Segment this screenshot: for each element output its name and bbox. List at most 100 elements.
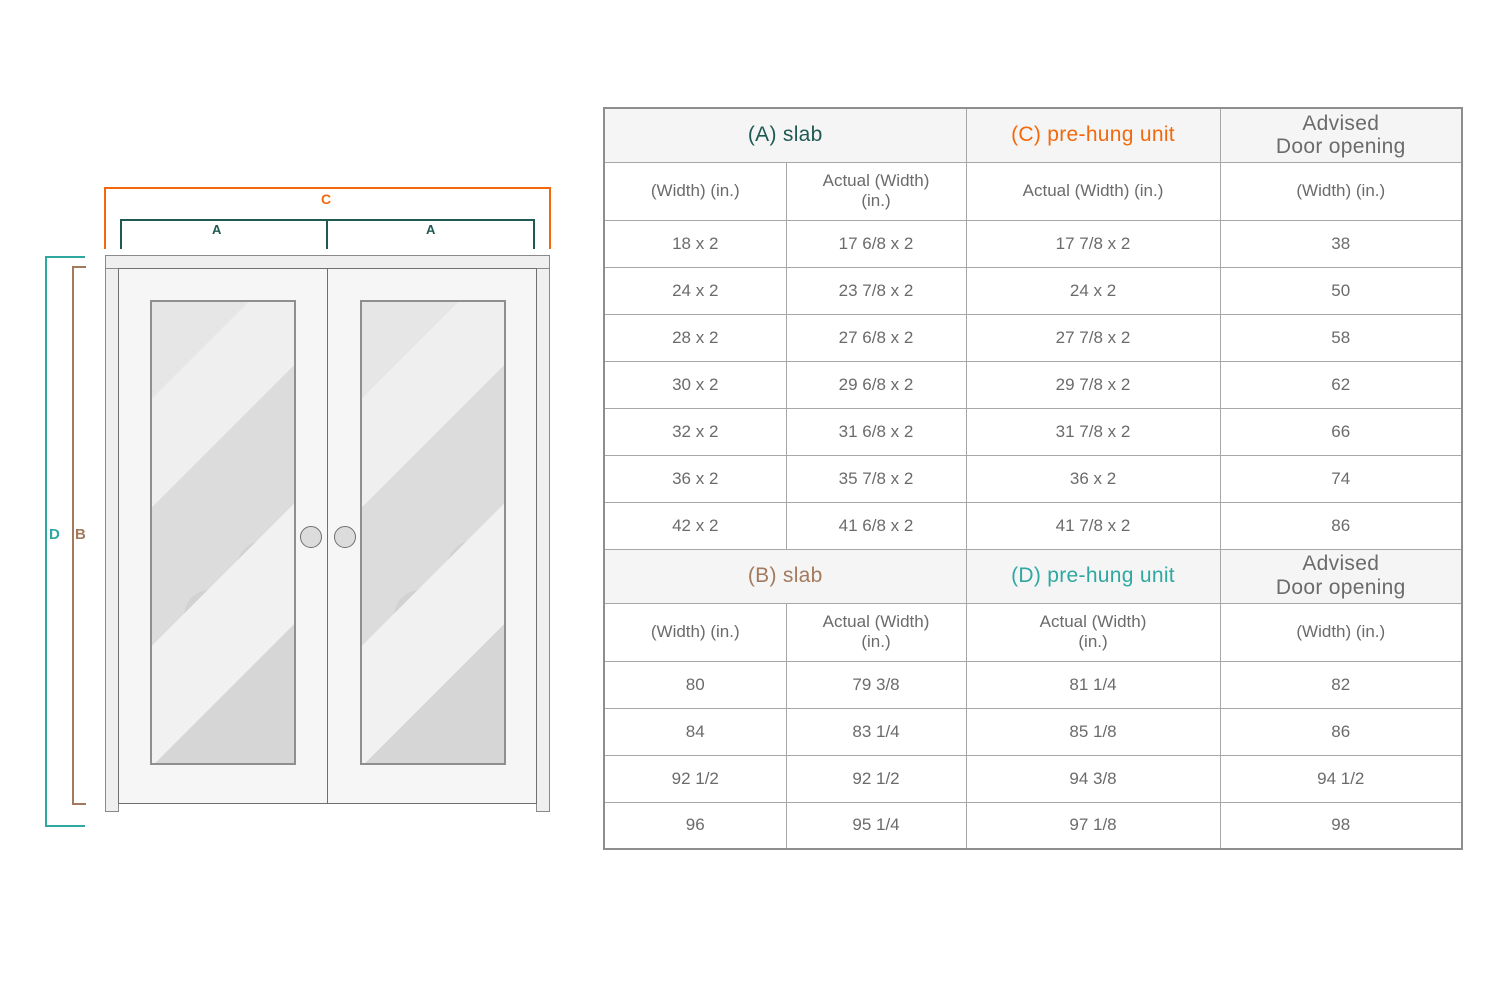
table-cell: 58 bbox=[1219, 313, 1463, 362]
table-cell: 95 1/4 bbox=[785, 801, 967, 850]
table-cell: 31 6/8 x 2 bbox=[785, 407, 967, 456]
table-row: 42 x 2 41 6/8 x 2 41 7/8 x 2 86 bbox=[603, 501, 1463, 550]
door-frame-left-jamb bbox=[105, 255, 119, 812]
dimension-bracket-a-left-end bbox=[120, 219, 122, 249]
advised-door-opening-header: Advised Door opening bbox=[1219, 107, 1463, 163]
table-cell: 30 x 2 bbox=[603, 360, 787, 409]
dimension-label-d: D bbox=[49, 526, 61, 543]
table-cell: 38 bbox=[1219, 219, 1463, 268]
section-header-row: (B) slab (D) pre-hung unit Advised Door op… bbox=[603, 548, 1463, 604]
table-cell: 24 x 2 bbox=[603, 266, 787, 315]
dimension-label-a-right: A bbox=[426, 222, 436, 237]
right-glass-panel bbox=[360, 300, 506, 765]
left-glass-panel bbox=[150, 300, 296, 765]
table-cell: 23 7/8 x 2 bbox=[785, 266, 967, 315]
column-header-row: (Width) (in.) Actual (Width) (in.) Actual … bbox=[603, 161, 1463, 221]
table-cell: 98 bbox=[1219, 801, 1463, 850]
table-cell: 74 bbox=[1219, 454, 1463, 503]
column-header: Actual (Width) (in.) bbox=[965, 602, 1221, 662]
dimension-label-a-left: A bbox=[212, 222, 222, 237]
column-header: (Width) (in.) bbox=[1219, 161, 1463, 221]
table-cell: 86 bbox=[1219, 707, 1463, 756]
table-cell: 42 x 2 bbox=[603, 501, 787, 550]
table-cell: 79 3/8 bbox=[785, 660, 967, 709]
column-header: (Width) (in.) bbox=[603, 161, 787, 221]
size-table-body: (A) slab (C) pre-hung unit Advised Door op… bbox=[603, 107, 1463, 850]
dimension-bracket-c bbox=[104, 187, 551, 189]
dimension-bracket-b-top-tick bbox=[72, 266, 86, 268]
advised-door-opening-header: Advised Door opening bbox=[1219, 548, 1463, 604]
table-cell: 41 6/8 x 2 bbox=[785, 501, 967, 550]
dimension-label-c: C bbox=[321, 191, 332, 207]
table-row: 92 1/2 92 1/2 94 3/8 94 1/2 bbox=[603, 754, 1463, 803]
table-row: 84 83 1/4 85 1/8 86 bbox=[603, 707, 1463, 756]
table-cell: 28 x 2 bbox=[603, 313, 787, 362]
dimension-label-b: B bbox=[75, 526, 87, 543]
table-cell: 92 1/2 bbox=[785, 754, 967, 803]
table-cell: 36 x 2 bbox=[603, 454, 787, 503]
table-cell: 27 6/8 x 2 bbox=[785, 313, 967, 362]
dimension-bracket-a-right-end bbox=[533, 219, 535, 249]
table-row: 96 95 1/4 97 1/8 98 bbox=[603, 801, 1463, 850]
column-header-row: (Width) (in.) Actual (Width) (in.) Actual … bbox=[603, 602, 1463, 662]
dimension-bracket-b bbox=[72, 266, 74, 805]
dimension-bracket-d-top-tick bbox=[45, 256, 85, 258]
table-cell: 80 bbox=[603, 660, 787, 709]
table-cell: 62 bbox=[1219, 360, 1463, 409]
table-cell: 94 1/2 bbox=[1219, 754, 1463, 803]
column-header: Actual (Width) (in.) bbox=[965, 161, 1221, 221]
dimension-bracket-b-bottom-tick bbox=[72, 803, 86, 805]
section-title: (B) slab bbox=[603, 548, 967, 604]
door-frame-head bbox=[105, 255, 550, 269]
table-cell: 66 bbox=[1219, 407, 1463, 456]
table-row: 28 x 2 27 6/8 x 2 27 7/8 x 2 58 bbox=[603, 313, 1463, 362]
table-cell: 36 x 2 bbox=[965, 454, 1221, 503]
table-row: 36 x 2 35 7/8 x 2 36 x 2 74 bbox=[603, 454, 1463, 503]
column-header: Actual (Width) (in.) bbox=[785, 602, 967, 662]
table-cell: 27 7/8 x 2 bbox=[965, 313, 1221, 362]
right-door-knob bbox=[334, 526, 356, 548]
table-row: 18 x 2 17 6/8 x 2 17 7/8 x 2 38 bbox=[603, 219, 1463, 268]
left-door-knob bbox=[300, 526, 322, 548]
section-header-row: (A) slab (C) pre-hung unit Advised Door op… bbox=[603, 107, 1463, 163]
table-cell: 86 bbox=[1219, 501, 1463, 550]
table-cell: 32 x 2 bbox=[603, 407, 787, 456]
table-cell: 31 7/8 x 2 bbox=[965, 407, 1221, 456]
table-cell: 29 6/8 x 2 bbox=[785, 360, 967, 409]
dimension-bracket-a-center-tick bbox=[326, 219, 328, 249]
table-cell: 94 3/8 bbox=[965, 754, 1221, 803]
table-cell: 41 7/8 x 2 bbox=[965, 501, 1221, 550]
table-cell: 17 7/8 x 2 bbox=[965, 219, 1221, 268]
table-cell: 82 bbox=[1219, 660, 1463, 709]
dimension-bracket-d-bottom-tick bbox=[45, 825, 85, 827]
dimension-bracket-c-right-end bbox=[549, 187, 551, 249]
table-cell: 35 7/8 x 2 bbox=[785, 454, 967, 503]
table-cell: 84 bbox=[603, 707, 787, 756]
dimension-bracket-d bbox=[45, 256, 47, 827]
table-cell: 97 1/8 bbox=[965, 801, 1221, 850]
column-header: (Width) (in.) bbox=[603, 602, 787, 662]
glass-reflection-stripe bbox=[152, 302, 294, 763]
table-cell: 24 x 2 bbox=[965, 266, 1221, 315]
door-size-table: (A) slab (C) pre-hung unit Advised Door op… bbox=[603, 107, 1464, 850]
table-cell: 85 1/8 bbox=[965, 707, 1221, 756]
table-cell: 18 x 2 bbox=[603, 219, 787, 268]
dimension-bracket-c-left-end bbox=[104, 187, 106, 249]
table-cell: 17 6/8 x 2 bbox=[785, 219, 967, 268]
table-cell: 50 bbox=[1219, 266, 1463, 315]
table-row: 80 79 3/8 81 1/4 82 bbox=[603, 660, 1463, 709]
table-row: 32 x 2 31 6/8 x 2 31 7/8 x 2 66 bbox=[603, 407, 1463, 456]
section-title: (A) slab bbox=[603, 107, 967, 163]
table-cell: 96 bbox=[603, 801, 787, 850]
table-row: 24 x 2 23 7/8 x 2 24 x 2 50 bbox=[603, 266, 1463, 315]
table-cell: 81 1/4 bbox=[965, 660, 1221, 709]
door-frame-right-jamb bbox=[536, 255, 550, 812]
section-title: (D) pre-hung unit bbox=[965, 548, 1221, 604]
glass-reflection-stripe bbox=[362, 302, 504, 763]
table-cell: 83 1/4 bbox=[785, 707, 967, 756]
column-header: Actual (Width) (in.) bbox=[785, 161, 967, 221]
column-header: (Width) (in.) bbox=[1219, 602, 1463, 662]
table-cell: 92 1/2 bbox=[603, 754, 787, 803]
table-row: 30 x 2 29 6/8 x 2 29 7/8 x 2 62 bbox=[603, 360, 1463, 409]
